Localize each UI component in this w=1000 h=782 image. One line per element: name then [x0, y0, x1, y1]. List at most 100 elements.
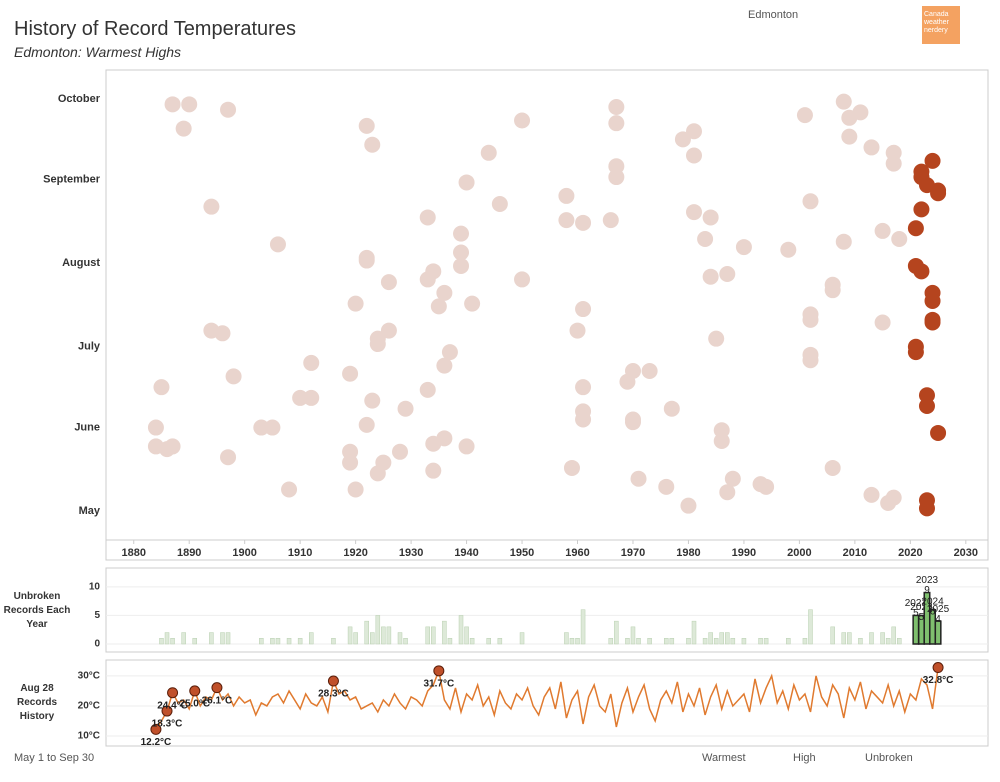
x-tick-label: 1900 — [232, 547, 256, 559]
record-dot — [419, 209, 436, 226]
bar — [608, 638, 614, 645]
temperature-line — [155, 667, 939, 730]
record-dot — [835, 233, 852, 250]
record-dot — [874, 222, 891, 239]
record-dot — [480, 144, 497, 161]
x-tick-label: 1910 — [288, 547, 312, 559]
y-tick-label: 10°C — [78, 731, 100, 742]
record-dot — [735, 239, 752, 256]
bar — [847, 632, 852, 645]
x-tick-label: 2010 — [843, 547, 867, 559]
record-dot — [924, 292, 941, 309]
x-tick-label: 2030 — [954, 547, 978, 559]
bar — [758, 638, 763, 645]
record-dot — [369, 336, 386, 353]
bar — [669, 638, 675, 645]
bar — [497, 638, 503, 645]
bar-value-label: 4 — [935, 614, 941, 625]
x-tick-label: 2000 — [787, 547, 811, 559]
bar-value-label: 5 — [919, 612, 925, 623]
logo[interactable]: Canada weather nerdery — [922, 6, 960, 44]
y-tick-label: 30°C — [78, 671, 100, 682]
record-dot — [175, 120, 192, 137]
record-dot — [619, 373, 636, 390]
bar — [375, 615, 381, 645]
record-dot — [863, 486, 880, 503]
bar — [625, 638, 630, 645]
record-dot — [397, 400, 414, 417]
legend-item[interactable]: Unbroken — [865, 752, 913, 764]
record-dot — [569, 322, 586, 339]
bar — [192, 638, 198, 645]
record-dot — [347, 295, 364, 312]
bar — [896, 638, 902, 645]
y-tick-label: May — [79, 505, 101, 517]
bar — [159, 638, 164, 645]
record-dot — [436, 357, 453, 374]
record-dot — [203, 198, 220, 215]
record-dot — [602, 212, 619, 229]
record-dot — [686, 147, 702, 164]
record-dot — [225, 368, 242, 385]
record-label: 25.0°C — [179, 699, 210, 710]
legend-item[interactable]: Warmest — [702, 752, 746, 764]
bar — [220, 632, 225, 645]
bar — [934, 620, 942, 645]
record-dot — [575, 411, 592, 428]
record-dot — [181, 96, 198, 113]
record-label: 18.3°C — [152, 719, 183, 730]
record-dot — [924, 152, 941, 169]
record-dot — [686, 123, 702, 140]
bar — [181, 632, 186, 645]
bar-year-label: 2021 — [905, 598, 928, 609]
record-dot — [907, 220, 924, 237]
bar — [286, 638, 292, 645]
record-dot — [702, 268, 719, 285]
y-tick-label: July — [78, 341, 101, 353]
record-dot — [153, 379, 170, 396]
legend-item[interactable]: High — [793, 752, 816, 764]
record-dot — [303, 354, 320, 371]
y-tick-label: August — [62, 257, 100, 269]
bar — [270, 638, 275, 645]
bar — [308, 632, 314, 645]
line-frame — [105, 659, 989, 747]
bar — [869, 632, 874, 645]
bar — [630, 626, 636, 645]
record-dot — [342, 454, 359, 471]
record-dot — [419, 381, 436, 398]
location[interactable]: Edmonton — [748, 9, 799, 21]
bar — [830, 626, 835, 645]
record-dot — [358, 252, 375, 269]
bar — [370, 632, 375, 645]
record-dot — [686, 204, 702, 221]
record-dot — [364, 136, 381, 153]
record-dot — [425, 462, 442, 479]
record-label: 28.3°C — [318, 689, 349, 700]
record-dot — [281, 481, 298, 498]
record-dot — [303, 389, 320, 406]
record-dot — [164, 438, 181, 455]
y-tick-label: 10 — [89, 581, 101, 592]
record-dot — [392, 443, 408, 460]
record-dot — [292, 389, 309, 406]
record-dot — [702, 209, 719, 226]
bar — [725, 632, 730, 645]
bar-value-label: 5 — [913, 608, 919, 619]
bar — [858, 638, 863, 645]
bar — [730, 638, 736, 645]
record-dot — [835, 93, 852, 110]
record-dot — [891, 231, 908, 248]
record-dot — [930, 424, 947, 441]
bar — [575, 638, 580, 645]
record-dot — [824, 459, 841, 476]
record-dot — [913, 263, 930, 280]
x-tick-label: 1990 — [732, 547, 756, 559]
record-dot — [641, 362, 658, 379]
logo-line: Canada — [924, 11, 949, 18]
record-dot — [358, 117, 375, 134]
record-dot — [453, 225, 470, 242]
record-dot — [425, 263, 442, 280]
bar — [164, 632, 170, 645]
bar — [580, 609, 586, 645]
